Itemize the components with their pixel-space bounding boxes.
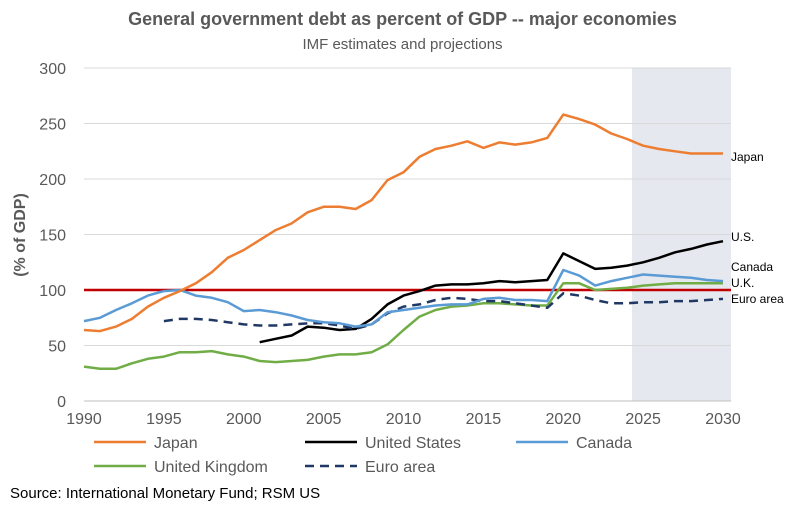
series-line-united-states	[259, 239, 724, 344]
x-axis-ticks: 1990 1995 2000 2005 2010 2015 2020 2025 2030	[66, 411, 741, 428]
y-tick-label: 300	[39, 61, 66, 78]
x-tick-label: 2020	[545, 411, 581, 428]
chart-subtitle: IMF estimates and projections	[302, 36, 503, 53]
y-axis-ticks: 0 50 100 150 200 250 300	[39, 61, 66, 411]
x-tick-label: 2025	[625, 411, 661, 428]
series-lines	[83, 113, 724, 371]
gridlines	[84, 67, 731, 346]
source-note: Source: International Monetary Fund; RSM…	[10, 485, 321, 502]
end-label: U.K.	[731, 276, 754, 290]
x-tick-label: 2015	[466, 411, 502, 428]
y-axis-label: (% of GDP)	[12, 193, 29, 277]
x-tick-label: 1995	[146, 411, 182, 428]
legend-label: Japan	[154, 435, 198, 452]
y-tick-label: 200	[39, 172, 66, 189]
end-label: Japan	[731, 150, 764, 164]
legend-label: United Kingdom	[154, 459, 268, 476]
series-line-euro-area	[163, 292, 724, 331]
chart-title: General government debt as percent of GD…	[128, 9, 677, 29]
end-label: U.S.	[731, 230, 754, 244]
y-tick-label: 0	[57, 394, 66, 411]
legend-label: United States	[365, 435, 461, 452]
series-line-united-kingdom	[83, 282, 723, 371]
x-tick-label: 2030	[705, 411, 741, 428]
end-label: Euro area	[731, 292, 784, 306]
x-tick-label: 2010	[386, 411, 422, 428]
y-tick-label: 100	[39, 283, 66, 300]
x-tick-label: 1990	[66, 411, 102, 428]
legend-label: Euro area	[365, 459, 435, 476]
end-labels: Japan U.S. Canada U.K. Euro area	[731, 150, 784, 306]
x-tick-label: 2005	[306, 411, 342, 428]
series-line-canada	[83, 268, 724, 328]
legend-label: Canada	[576, 435, 632, 452]
y-tick-label: 250	[39, 117, 66, 134]
legend: Japan United States Canada United Kingdom Eu…	[94, 435, 632, 476]
x-tick-label: 2000	[226, 411, 262, 428]
y-tick-label: 150	[39, 228, 66, 245]
series-line-japan	[83, 113, 723, 333]
end-label: Canada	[731, 260, 773, 274]
y-tick-label: 50	[48, 339, 66, 356]
